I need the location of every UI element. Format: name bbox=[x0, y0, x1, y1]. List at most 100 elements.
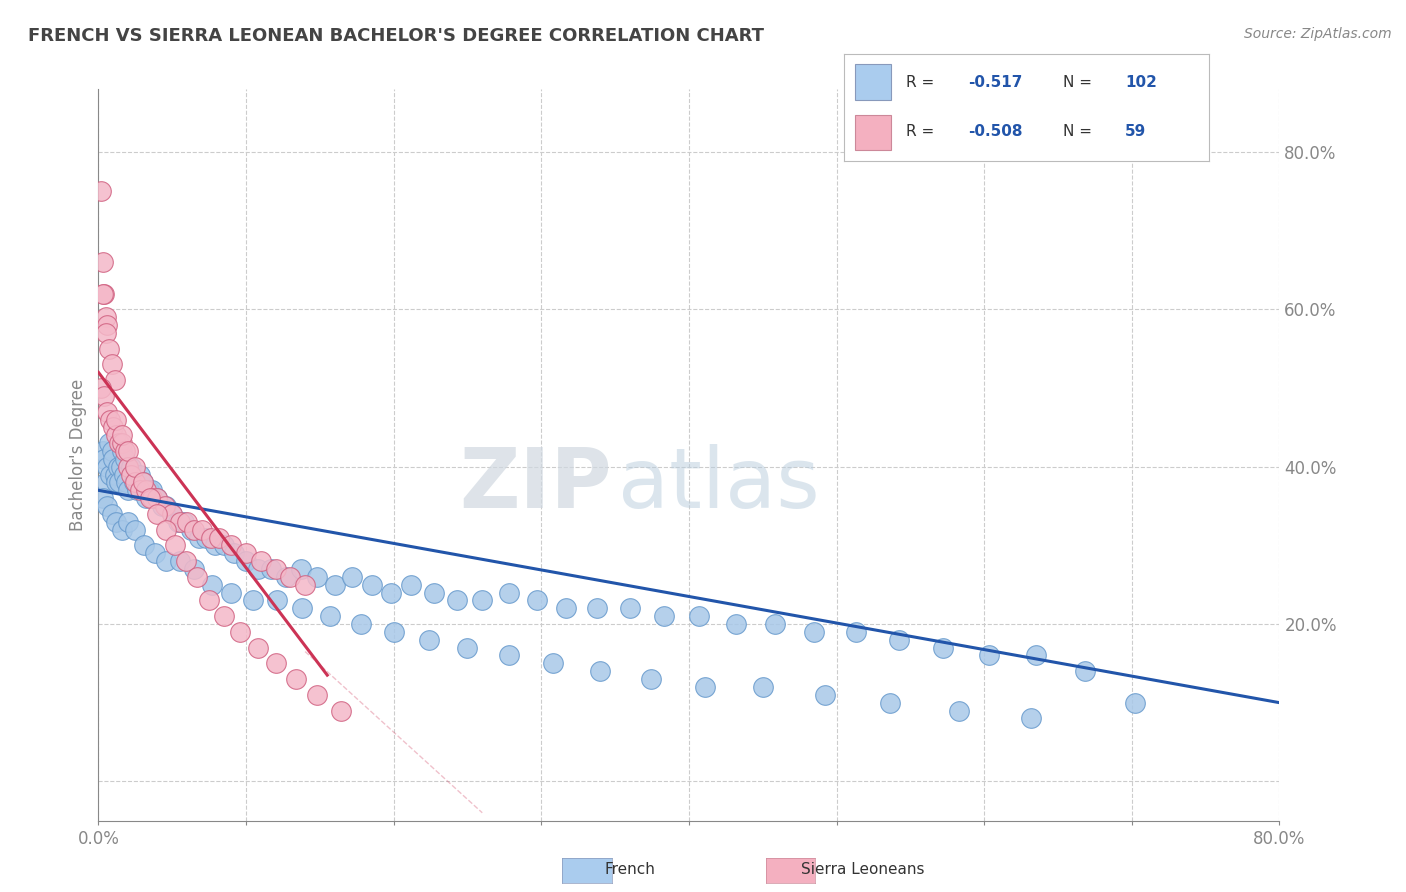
Point bbox=[887, 632, 910, 647]
Point bbox=[195, 531, 218, 545]
Point bbox=[93, 451, 115, 466]
Point bbox=[290, 562, 312, 576]
Point bbox=[138, 483, 160, 498]
Text: French: French bbox=[605, 863, 655, 877]
Point bbox=[725, 617, 748, 632]
Point bbox=[98, 467, 121, 482]
Point bbox=[294, 577, 316, 591]
Point bbox=[146, 491, 169, 505]
Point bbox=[108, 475, 131, 490]
Point bbox=[128, 483, 150, 498]
Point bbox=[93, 286, 115, 301]
Point bbox=[91, 444, 114, 458]
Text: N =: N = bbox=[1063, 75, 1092, 90]
Point bbox=[162, 507, 183, 521]
Point bbox=[235, 554, 257, 568]
Point bbox=[235, 546, 257, 560]
Point bbox=[117, 444, 139, 458]
Point bbox=[264, 562, 287, 576]
Point bbox=[541, 657, 564, 671]
Point bbox=[141, 491, 163, 505]
Point bbox=[105, 475, 128, 490]
Text: FRENCH VS SIERRA LEONEAN BACHELOR'S DEGREE CORRELATION CHART: FRENCH VS SIERRA LEONEAN BACHELOR'S DEGR… bbox=[28, 27, 763, 45]
Point bbox=[274, 570, 297, 584]
Point bbox=[100, 507, 122, 521]
Point bbox=[619, 601, 641, 615]
Text: 102: 102 bbox=[1125, 75, 1157, 90]
Point bbox=[110, 459, 132, 474]
Point bbox=[153, 499, 176, 513]
Point bbox=[219, 538, 242, 552]
Point bbox=[763, 617, 786, 632]
Text: R =: R = bbox=[905, 124, 934, 139]
Text: -0.508: -0.508 bbox=[967, 124, 1022, 139]
Point bbox=[125, 483, 148, 498]
Point bbox=[104, 467, 127, 482]
Point bbox=[135, 483, 157, 498]
Point bbox=[111, 444, 134, 458]
FancyBboxPatch shape bbox=[855, 64, 891, 100]
Point bbox=[446, 593, 468, 607]
Point bbox=[219, 585, 242, 599]
Point bbox=[380, 585, 402, 599]
Point bbox=[100, 444, 122, 458]
Point bbox=[285, 672, 308, 686]
Point bbox=[264, 657, 287, 671]
Point bbox=[555, 601, 578, 615]
Point bbox=[108, 436, 131, 450]
Point bbox=[1025, 648, 1047, 663]
Point bbox=[250, 554, 273, 568]
Point bbox=[117, 483, 139, 498]
Point bbox=[176, 515, 198, 529]
Point bbox=[124, 523, 146, 537]
Point bbox=[146, 507, 169, 521]
Text: -0.517: -0.517 bbox=[967, 75, 1022, 90]
Point bbox=[640, 672, 662, 686]
Point bbox=[124, 459, 146, 474]
Point bbox=[111, 523, 134, 537]
Point bbox=[117, 459, 139, 474]
Text: atlas: atlas bbox=[619, 443, 820, 524]
Point bbox=[111, 436, 134, 450]
Point bbox=[117, 515, 139, 529]
Point bbox=[134, 538, 156, 552]
Text: Source: ZipAtlas.com: Source: ZipAtlas.com bbox=[1244, 27, 1392, 41]
Point bbox=[305, 570, 328, 584]
Point bbox=[96, 318, 118, 333]
Point bbox=[845, 624, 868, 639]
Point bbox=[150, 499, 173, 513]
Point bbox=[652, 609, 675, 624]
Point bbox=[1021, 711, 1043, 725]
Point bbox=[1073, 664, 1095, 678]
Point bbox=[278, 570, 302, 584]
Point bbox=[212, 609, 235, 624]
Point bbox=[319, 609, 342, 624]
Point bbox=[90, 185, 112, 199]
Point bbox=[96, 459, 118, 474]
Point bbox=[174, 554, 197, 568]
Point bbox=[229, 624, 252, 639]
Point bbox=[167, 515, 190, 529]
Point bbox=[105, 412, 128, 426]
Point bbox=[155, 523, 177, 537]
Point bbox=[183, 562, 205, 576]
Point bbox=[688, 609, 710, 624]
Point bbox=[803, 624, 825, 639]
Point bbox=[208, 531, 231, 545]
Point bbox=[94, 326, 117, 340]
Point bbox=[122, 475, 145, 490]
Point bbox=[162, 507, 183, 521]
Point bbox=[186, 570, 208, 584]
Point bbox=[751, 680, 773, 694]
Text: ZIP: ZIP bbox=[460, 443, 612, 524]
Point bbox=[98, 412, 121, 426]
Point bbox=[120, 459, 142, 474]
Point bbox=[143, 546, 166, 560]
Point bbox=[169, 554, 191, 568]
Point bbox=[1123, 696, 1146, 710]
Point bbox=[94, 310, 117, 325]
Point bbox=[342, 570, 364, 584]
Point bbox=[143, 491, 166, 505]
Point bbox=[329, 704, 352, 718]
Point bbox=[90, 381, 112, 395]
